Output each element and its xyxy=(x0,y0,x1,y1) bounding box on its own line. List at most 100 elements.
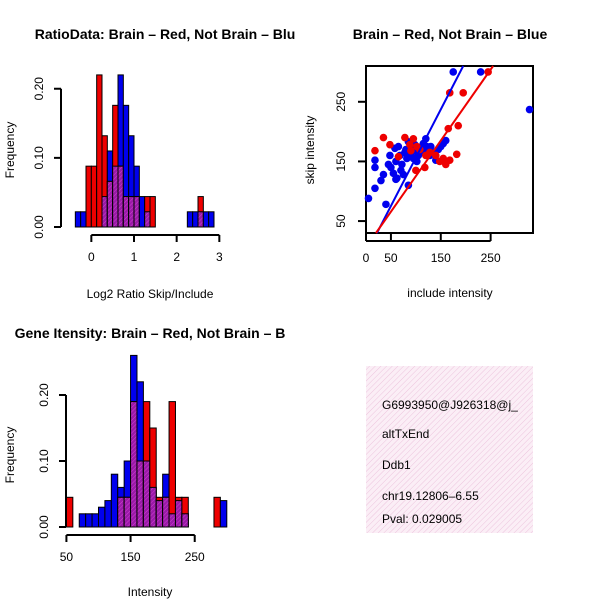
bar-not-brain xyxy=(208,211,215,228)
y-tick-label: 250 xyxy=(334,91,348,111)
scatter-marks xyxy=(364,65,534,234)
fit-line-not-brain xyxy=(376,65,465,234)
point-not-brain xyxy=(377,176,385,185)
point-not-brain xyxy=(371,156,379,165)
bar-overlap xyxy=(117,496,125,528)
bar-overlap xyxy=(168,513,176,528)
point-brain xyxy=(413,142,421,151)
bar-brain xyxy=(213,496,221,528)
bar-overlap xyxy=(181,513,189,528)
ratio-histogram-ylabel: Frequency xyxy=(3,122,17,179)
x-tick-label: 250 xyxy=(481,251,501,265)
ratio-histogram-axes: 0 1 2 3 0.00 0.10 0.20 xyxy=(32,77,223,264)
bar-overlap xyxy=(136,460,144,528)
bar-overlap xyxy=(162,496,170,528)
point-not-brain xyxy=(441,136,450,145)
bar-not-brain xyxy=(85,513,93,528)
bar-not-brain xyxy=(78,513,87,528)
point-not-brain xyxy=(449,68,458,76)
point-not-brain xyxy=(364,194,373,203)
info-box-background xyxy=(366,366,533,533)
bar-brain xyxy=(168,401,176,528)
bar-overlap xyxy=(123,496,132,528)
scatter-xlabel: include intensity xyxy=(407,286,492,300)
y-tick-label: 150 xyxy=(334,151,348,171)
location-text: chr19.12806–6.55 xyxy=(382,489,479,503)
bar-overlap xyxy=(149,486,157,528)
bar-not-brain xyxy=(192,211,199,228)
y-tick-label: 0.00 xyxy=(37,515,51,539)
point-brain xyxy=(454,121,463,130)
bar-overlap xyxy=(142,460,151,528)
point-not-brain xyxy=(371,184,379,193)
pval-text: Pval: 0.029005 xyxy=(382,512,462,526)
intensity-scatter-panel: Brain – Red, Not Brain – Blue 0 50 150 250 5… xyxy=(303,26,547,300)
y-tick-label: 0.20 xyxy=(32,77,46,101)
point-not-brain xyxy=(371,163,379,172)
bar-overlap xyxy=(144,211,151,228)
bar-not-brain xyxy=(110,473,119,528)
event-id-text: G6993950@J926318@j_ xyxy=(382,398,518,412)
gene-name-text: Ddb1 xyxy=(382,458,411,472)
x-tick-label: 150 xyxy=(121,550,141,564)
intensity-histogram-title: Gene Itensity: Brain – Red, Not Brain – … xyxy=(15,325,286,341)
bar-brain xyxy=(96,74,103,228)
ratio-histogram-xlabel: Log2 Ratio Skip/Include xyxy=(87,287,214,301)
point-brain xyxy=(445,156,454,165)
point-brain xyxy=(452,150,461,159)
bar-overlap xyxy=(112,165,119,228)
event-type-text: altTxEnd xyxy=(382,427,429,441)
x-tick-label: 0 xyxy=(88,250,95,264)
bar-brain xyxy=(90,165,98,228)
point-not-brain xyxy=(382,200,390,209)
bar-not-brain xyxy=(74,211,82,228)
point-brain xyxy=(459,89,468,97)
point-not-brain xyxy=(386,151,394,160)
point-not-brain xyxy=(525,105,534,114)
y-tick-label: 50 xyxy=(334,214,348,228)
bar-overlap xyxy=(128,196,135,228)
point-not-brain xyxy=(398,160,406,169)
scatter-axes: 0 50 150 250 50 150 250 xyxy=(334,91,501,265)
bar-not-brain xyxy=(104,500,112,528)
x-tick-label: 250 xyxy=(185,550,205,564)
point-not-brain xyxy=(476,68,485,76)
x-tick-label: 0 xyxy=(363,251,370,265)
bar-not-brain xyxy=(186,211,194,228)
intensity-histogram-bars xyxy=(65,354,228,528)
point-not-brain xyxy=(394,142,403,151)
bar-not-brain xyxy=(219,500,228,528)
scatter-plot-frame xyxy=(365,65,534,234)
point-brain xyxy=(439,154,448,163)
ratio-histogram-title: RatioData: Brain – Red, Not Brain – Blu xyxy=(35,26,296,42)
point-not-brain xyxy=(427,142,435,151)
bar-brain xyxy=(65,496,74,528)
intensity-histogram-ylabel: Frequency xyxy=(3,427,17,484)
x-tick-label: 50 xyxy=(60,550,74,564)
point-brain xyxy=(407,146,415,155)
point-brain xyxy=(406,140,414,149)
bar-not-brain xyxy=(80,211,87,228)
bar-brain xyxy=(85,165,92,228)
bar-overlap xyxy=(197,211,204,228)
bar-overlap xyxy=(106,180,114,228)
y-tick-label: 0.20 xyxy=(37,383,51,407)
x-tick-label: 2 xyxy=(173,250,180,264)
bar-overlap xyxy=(155,500,164,528)
intensity-histogram-axes: 50 150 250 0.00 0.10 0.20 xyxy=(37,383,205,564)
bar-overlap xyxy=(122,196,130,228)
bar-overlap xyxy=(130,401,138,528)
point-not-brain xyxy=(379,170,388,179)
point-brain xyxy=(431,151,440,160)
point-brain xyxy=(379,133,388,142)
bar-not-brain xyxy=(91,513,99,528)
intensity-scatter-title: Brain – Red, Not Brain – Blue xyxy=(353,26,548,42)
ratio-histogram-bars xyxy=(74,74,215,228)
point-brain xyxy=(386,140,394,149)
y-tick-label: 0.00 xyxy=(32,215,46,239)
scatter-ylabel: skip intensity xyxy=(303,116,317,185)
bar-not-brain xyxy=(202,211,210,228)
bar-not-brain xyxy=(97,506,106,528)
event-info-box: G6993950@J926318@j_ altTxEnd Ddb1 chr19.… xyxy=(366,366,533,533)
